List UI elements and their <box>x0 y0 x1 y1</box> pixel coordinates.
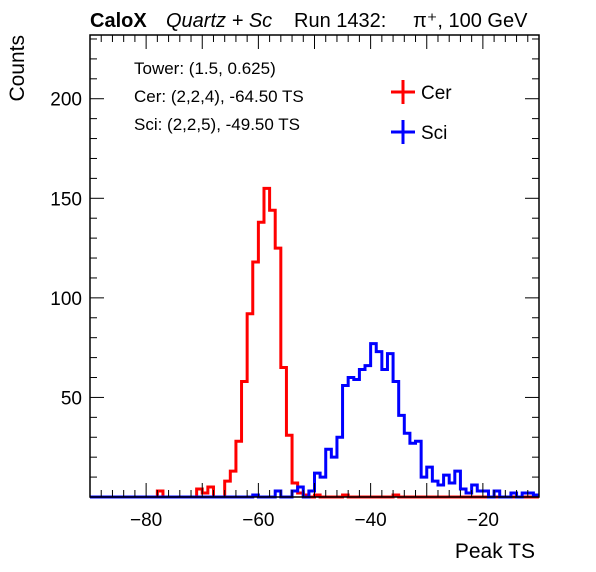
legend-label: Sci <box>421 123 447 144</box>
legend-item-sci: Sci <box>391 120 447 144</box>
y-axis-label: Counts <box>6 35 29 102</box>
title-beam: π⁺, 100 GeV <box>413 10 528 32</box>
annotation-block: Tower: (1.5, 0.625) Cer: (2,2,4), -64.50… <box>134 59 304 134</box>
title-detector: Quartz + Sc <box>166 10 272 32</box>
x-axis-label: Peak TS <box>455 540 535 563</box>
x-tick-label: −60 <box>242 510 274 531</box>
legend-item-cer: Cer <box>391 80 452 104</box>
x-tick-label: −40 <box>355 510 387 531</box>
title-run: Run 1432: <box>294 10 386 32</box>
title-brand: CaloX <box>90 10 147 32</box>
y-tick-label: 100 <box>50 289 82 310</box>
axes-layer: −80 −60 −40 −20 50 100 150 200 <box>50 35 540 531</box>
y-tick-label: 200 <box>50 90 82 111</box>
y-tick-label: 50 <box>61 388 82 409</box>
x-tick-label: −80 <box>130 510 162 531</box>
y-tick-label: 150 <box>50 189 82 210</box>
legend-label: Cer <box>421 83 452 104</box>
x-tick-label: −20 <box>467 510 499 531</box>
annotation-tower: Tower: (1.5, 0.625) <box>134 59 276 78</box>
legend: Cer Sci <box>391 80 452 144</box>
series-sci-line <box>90 342 539 499</box>
series-cer-line <box>90 186 539 499</box>
chart-title: CaloX Quartz + Sc Run 1432: π⁺, 100 GeV <box>90 10 528 32</box>
plot-frame <box>89 34 540 498</box>
series-layer <box>90 186 539 499</box>
annotation-sci: Sci: (2,2,5), -49.50 TS <box>134 115 300 134</box>
annotation-cer: Cer: (2,2,4), -64.50 TS <box>134 87 304 106</box>
